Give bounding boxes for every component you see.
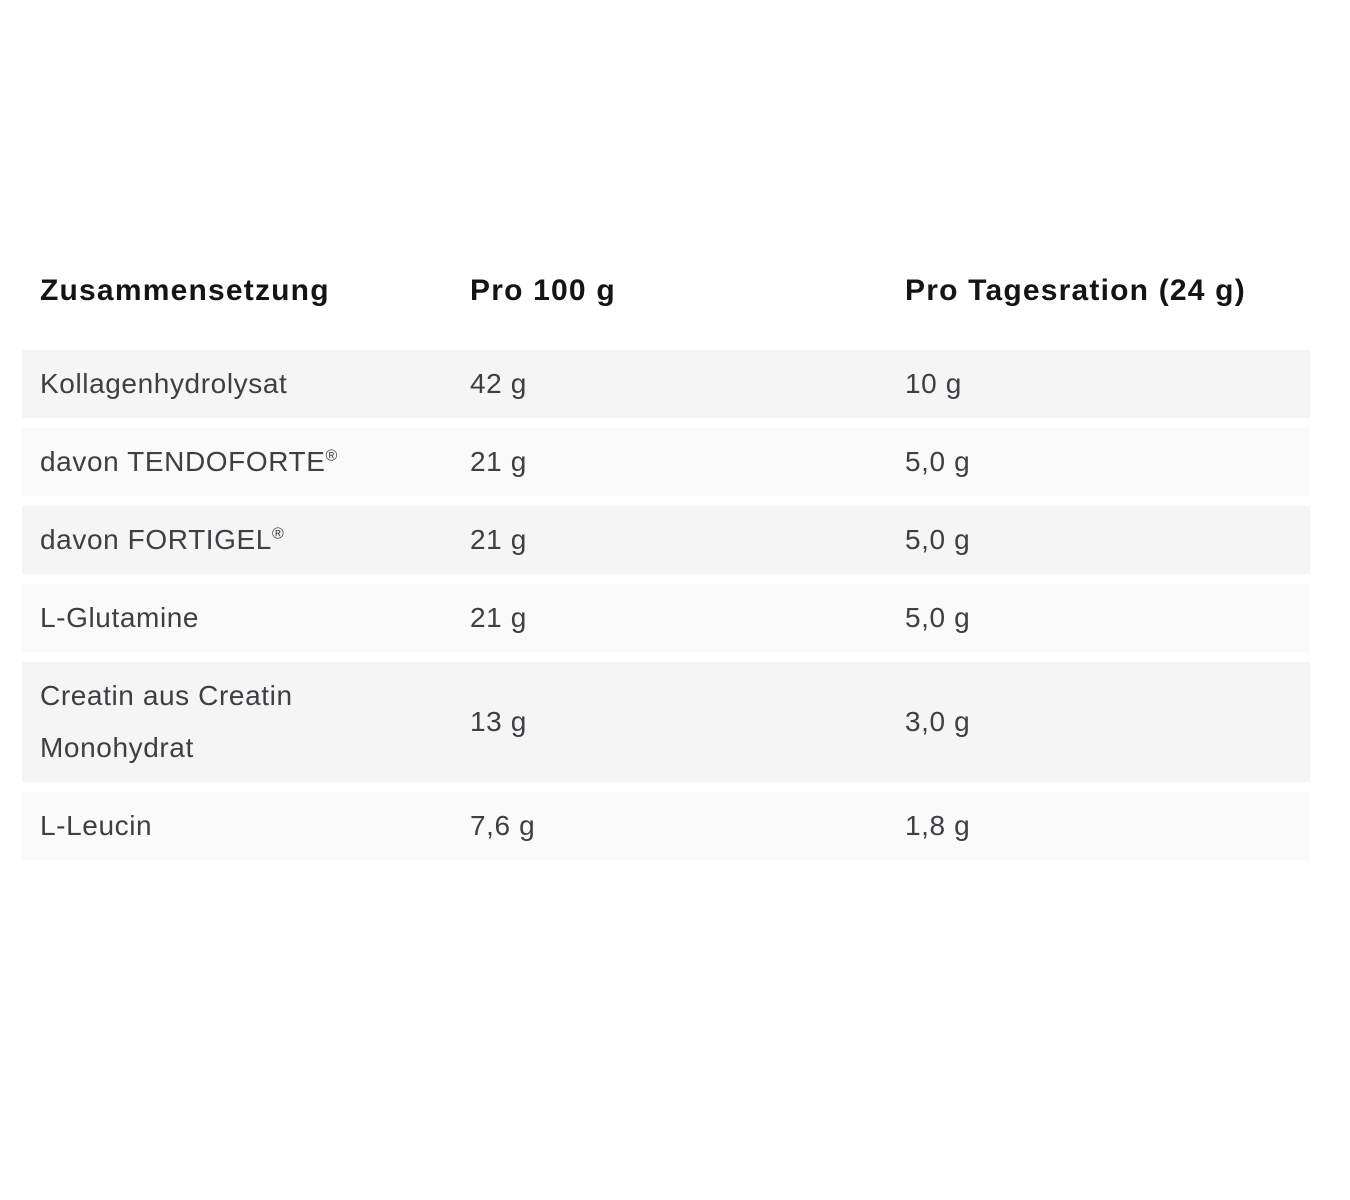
table-row-kollagenhydrolysat: Kollagenhydrolysat 42 g 10 g (22, 350, 1310, 418)
table-header-row: Zusammensetzung Pro 100 g Pro Tagesratio… (22, 238, 1310, 343)
value-per-serving: 5,0 g (905, 602, 971, 633)
ingredient-name: Kollagenhydrolysat (22, 358, 470, 410)
value-per-100g: 21 g (470, 446, 527, 477)
ingredient-name-label: davon TENDOFORTE (40, 446, 326, 477)
value-per-100g: 7,6 g (470, 810, 536, 841)
column-header-zusammensetzung: Zusammensetzung (40, 273, 330, 307)
table-row-davon-fortigel: davon FORTIGEL® 21 g 5,0 g (22, 506, 1310, 574)
registered-trademark-mark: ® (325, 447, 338, 465)
ingredient-name-label: Kollagenhydrolysat (40, 368, 288, 399)
ingredient-name: L-Leucin (22, 800, 470, 852)
ingredient-name-label: Creatin aus Creatin Monohydrat (40, 680, 293, 763)
ingredient-name-label: davon FORTIGEL (40, 524, 272, 555)
column-header-pro-tagesration-label: Pro Tagesration (24 g) (905, 273, 1246, 307)
ingredient-name-label: L-Glutamine (40, 602, 200, 633)
column-header-pro-100g: Pro 100 g (470, 273, 616, 307)
registered-trademark-mark: ® (271, 525, 284, 543)
ingredient-name: davon TENDOFORTE® (22, 436, 470, 488)
value-per-100g: 21 g (470, 602, 527, 633)
value-per-serving: 3,0 g (905, 706, 971, 737)
value-per-serving: 5,0 g (905, 524, 971, 555)
value-per-100g: 42 g (470, 368, 527, 399)
value-per-serving: 10 g (905, 368, 962, 399)
ingredient-name: Creatin aus Creatin Monohydrat (22, 670, 470, 774)
value-per-serving: 5,0 g (905, 446, 971, 477)
table-row-creatin-monohydrat: Creatin aus Creatin Monohydrat 13 g 3,0 … (22, 662, 1310, 782)
ingredient-name: davon FORTIGEL® (22, 514, 470, 566)
ingredient-name-label: L-Leucin (40, 810, 153, 841)
composition-table: Zusammensetzung Pro 100 g Pro Tagesratio… (22, 238, 1310, 870)
table-row-l-glutamine: L-Glutamine 21 g 5,0 g (22, 584, 1310, 652)
ingredient-name: L-Glutamine (22, 592, 470, 644)
value-per-serving: 1,8 g (905, 810, 971, 841)
table-row-l-leucin: L-Leucin 7,6 g 1,8 g (22, 792, 1310, 860)
table-row-davon-tendoforte: davon TENDOFORTE® 21 g 5,0 g (22, 428, 1310, 496)
value-per-100g: 21 g (470, 524, 527, 555)
value-per-100g: 13 g (470, 706, 527, 737)
column-header-pro-tagesration: Pro Tagesration (24 g) (905, 264, 1310, 318)
